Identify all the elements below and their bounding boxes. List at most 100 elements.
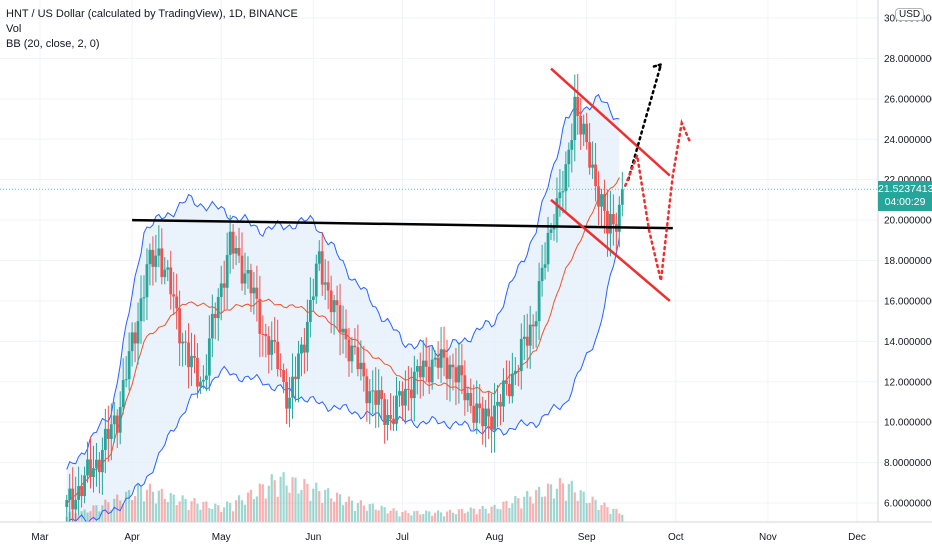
candle-body (356, 347, 360, 370)
candle-body (77, 486, 81, 500)
projection-path-red (624, 118, 692, 281)
candle-body (142, 297, 146, 299)
volume-bar (585, 503, 588, 522)
volume-bar (101, 505, 104, 522)
volume-bar (264, 498, 267, 522)
volume-bar (511, 503, 514, 522)
projection-path-dark (626, 63, 663, 181)
volume-bar (184, 499, 187, 522)
time-tick-label: Nov (759, 532, 777, 543)
candle-body (184, 341, 187, 343)
currency-badge[interactable]: USD (895, 8, 925, 21)
candle-body (567, 149, 571, 165)
candle-body (454, 367, 458, 383)
candle-body (86, 459, 89, 476)
volume-bar (104, 499, 107, 522)
candle-body (552, 227, 556, 230)
candle-body (457, 365, 461, 383)
candle-body (519, 338, 523, 372)
symbol-title[interactable]: HNT / US Dollar (calculated by TradingVi… (6, 8, 298, 20)
candle-body (510, 373, 514, 397)
candle-body (409, 389, 413, 399)
volume-bar (318, 491, 321, 522)
volume-bar (428, 511, 431, 522)
time-tick-label: May (212, 532, 231, 543)
candle-body (65, 499, 69, 508)
volume-bar (597, 509, 600, 522)
time-tick-label: Oct (668, 532, 684, 543)
volume-bar (472, 508, 475, 522)
candle-body (270, 339, 274, 355)
candle-body (338, 305, 342, 333)
candle-body (603, 194, 606, 211)
volume-indicator-label[interactable]: Vol (6, 23, 22, 35)
volume-bar (499, 509, 502, 522)
volume-bar (211, 509, 214, 522)
candle-body (225, 255, 229, 288)
candle-body (609, 213, 612, 234)
volume-bar (169, 493, 172, 522)
candle-body (288, 397, 291, 409)
candle-body (169, 267, 173, 295)
volume-bar (564, 500, 567, 522)
candle-body (460, 365, 464, 376)
candle-body (611, 213, 615, 225)
candle-body (204, 375, 208, 380)
candle-body (383, 399, 387, 425)
candle-body (193, 355, 196, 358)
volume-bar (347, 496, 351, 522)
volume-bar (151, 491, 154, 522)
candle-body (74, 499, 78, 510)
volume-bar (166, 502, 169, 522)
price-tick-label: 24.0000000 (884, 135, 932, 146)
volume-bar (107, 502, 110, 522)
volume-bar (517, 498, 520, 522)
candle-body (436, 357, 440, 368)
candle-body (258, 298, 262, 334)
candle-body (103, 428, 107, 450)
volume-bar (196, 503, 199, 522)
candle-body (347, 339, 351, 362)
volume-bar (98, 511, 101, 522)
candle-body (291, 376, 294, 398)
volume-bars (65, 472, 624, 522)
volume-bar (136, 484, 140, 522)
volume-bar (591, 496, 594, 522)
channel-lower-line (550, 198, 671, 302)
candle-body (344, 328, 348, 340)
current-price-tag: 21.5237413 04:00:29 (878, 181, 932, 211)
volume-bar (413, 511, 416, 522)
candle-body (216, 296, 220, 319)
candle-body (210, 313, 214, 339)
candle-body (83, 475, 86, 497)
candle-body (487, 408, 491, 417)
candle-body (353, 345, 357, 348)
volume-bar (407, 513, 410, 522)
candle-body (166, 267, 170, 270)
candle-body (398, 391, 401, 396)
candle-body (252, 287, 256, 294)
bollinger-indicator-label[interactable]: BB (20, close, 2, 0) (6, 38, 100, 50)
candle-body (187, 342, 190, 368)
volume-bar (615, 508, 618, 522)
candle-body (237, 248, 241, 256)
candle-body (294, 376, 297, 380)
candle-body (222, 283, 226, 288)
volume-bar (451, 512, 455, 522)
volume-bar (178, 501, 181, 522)
volume-bar (475, 514, 478, 522)
price-tick-label: 10.0000000 (884, 418, 932, 429)
candle-body (555, 198, 559, 228)
candle-body (478, 403, 482, 409)
volume-bar (285, 485, 288, 522)
candle-body (300, 344, 303, 354)
candle-body (163, 269, 167, 278)
candle-body (433, 357, 437, 360)
price-tick-label: 20.0000000 (884, 216, 932, 227)
volume-bar (549, 484, 553, 522)
candle-body (490, 416, 493, 430)
candle-body (415, 366, 419, 372)
candle-body (540, 267, 544, 282)
